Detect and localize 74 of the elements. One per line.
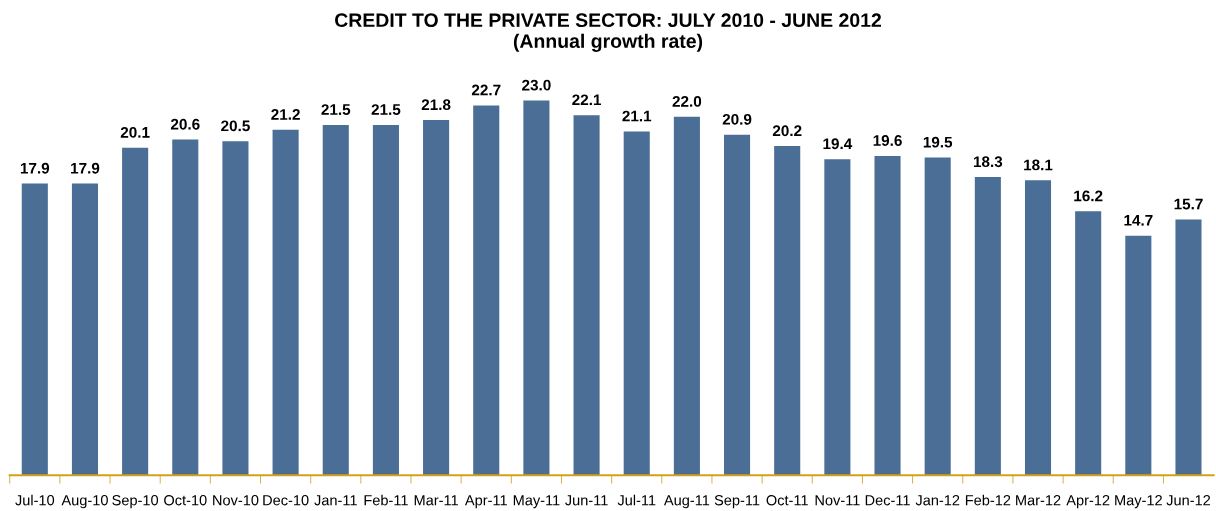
x-tick-label: Jul-11 xyxy=(617,494,656,506)
data-label: 16.2 xyxy=(1074,190,1103,202)
data-label: 20.9 xyxy=(722,113,752,125)
data-label: 19.6 xyxy=(873,135,902,146)
bar xyxy=(71,183,99,476)
bar xyxy=(774,146,801,476)
data-label: 22.7 xyxy=(471,84,501,96)
data-label: 15.7 xyxy=(1174,198,1203,210)
bar xyxy=(573,115,600,476)
data-label: 20.1 xyxy=(120,126,150,138)
data-label: 14.7 xyxy=(1124,215,1153,226)
x-tick-label: Sep-11 xyxy=(714,495,760,509)
bar xyxy=(623,131,650,476)
data-label: 21.1 xyxy=(622,110,652,122)
bar xyxy=(272,129,299,476)
bar xyxy=(172,139,199,476)
bar xyxy=(874,155,901,476)
x-tick-label: Dec-10 xyxy=(263,495,309,506)
bar xyxy=(473,105,500,476)
data-label: 18.3 xyxy=(973,156,1003,168)
bar xyxy=(322,124,349,476)
bar xyxy=(122,147,149,476)
x-tick-label: Aug-11 xyxy=(663,495,710,509)
chart-title: CREDIT TO THE PRIVATE SECTOR: JULY 2010 - JUNE 2012 xyxy=(335,13,881,28)
data-label: 21.5 xyxy=(371,104,401,115)
data-label: 20.6 xyxy=(170,118,200,130)
x-tick-label: Apr-12 xyxy=(1066,495,1110,509)
data-label: 20.2 xyxy=(772,125,802,137)
bar xyxy=(1024,180,1052,476)
bar xyxy=(974,177,1001,476)
bar xyxy=(1175,219,1202,476)
x-tick-label: Mar-11 xyxy=(414,495,458,506)
x-tick-label: Nov-10 xyxy=(213,495,259,506)
data-label: 17.9 xyxy=(71,162,100,174)
data-label: 17.9 xyxy=(20,162,50,174)
bar xyxy=(924,157,951,476)
x-tick-label: Aug-10 xyxy=(61,495,108,509)
data-label: 21.2 xyxy=(271,109,300,120)
bar xyxy=(372,124,399,476)
bar xyxy=(824,159,851,476)
bar xyxy=(1125,235,1152,476)
bar xyxy=(1075,211,1102,476)
data-label: 23.0 xyxy=(522,79,551,91)
x-tick-label: Nov-11 xyxy=(815,495,860,506)
bar xyxy=(523,100,550,476)
x-tick-label: Oct-11 xyxy=(766,495,808,506)
data-label: 21.5 xyxy=(321,104,351,115)
x-tick-label: Mar-12 xyxy=(1016,495,1061,506)
chart-subtitle: (Annual growth rate) xyxy=(513,33,703,52)
bar xyxy=(222,141,249,476)
x-tick-label: Jun-11 xyxy=(565,495,608,506)
data-label: 22.0 xyxy=(672,96,702,107)
bar xyxy=(724,134,751,476)
x-tick-label: Jun-12 xyxy=(1166,495,1211,506)
bar xyxy=(423,120,450,476)
bar xyxy=(673,116,700,476)
x-tick-label: Dec-11 xyxy=(865,495,910,506)
x-tick-label: Jan-12 xyxy=(915,495,960,506)
data-label: 19.5 xyxy=(923,136,953,148)
x-tick-label: Sep-10 xyxy=(112,495,159,509)
data-label: 20.5 xyxy=(221,120,250,132)
x-tick-label: May-12 xyxy=(1115,495,1162,509)
x-tick-label: Apr-11 xyxy=(464,495,507,509)
data-label: 19.4 xyxy=(823,138,853,150)
x-tick-label: Jan-11 xyxy=(314,495,357,506)
x-tick-label: May-11 xyxy=(513,495,560,509)
bar xyxy=(21,183,48,476)
x-tick-label: Jul-10 xyxy=(15,494,55,506)
x-tick-label: Feb-12 xyxy=(965,494,1011,506)
data-label: 22.1 xyxy=(572,94,602,106)
data-label: 18.1 xyxy=(1024,159,1053,171)
data-label: 21.8 xyxy=(421,99,451,111)
x-tick-label: Feb-11 xyxy=(364,494,408,506)
x-tick-label: Oct-10 xyxy=(164,495,207,506)
